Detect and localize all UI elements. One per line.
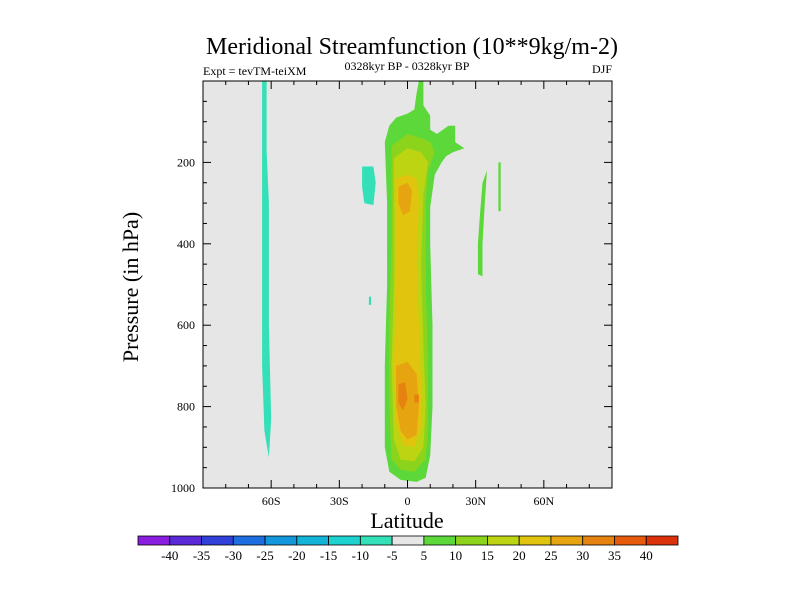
colorbar xyxy=(137,535,679,546)
colorbar-swatch xyxy=(614,535,647,546)
y-tick-label: 800 xyxy=(177,400,195,414)
colorbar-label: 5 xyxy=(421,548,428,563)
colorbar-swatch xyxy=(359,535,393,546)
colorbar-swatch xyxy=(328,535,361,546)
contour-layer xyxy=(262,81,501,482)
colorbar-swatch xyxy=(645,535,679,546)
contour-region-12 xyxy=(398,382,408,411)
colorbar-swatch xyxy=(550,535,584,546)
x-axis-label: Latitude xyxy=(370,508,443,533)
colorbar-label: -10 xyxy=(352,548,369,563)
y-axis-label: Pressure (in hPa) xyxy=(118,212,143,362)
contour-region-2 xyxy=(362,166,376,206)
time-label: 0328kyr BP - 0328kyr BP xyxy=(345,59,470,73)
x-tick-label: 30S xyxy=(330,494,349,508)
experiment-label: Expt = tevTM-teiXM xyxy=(203,64,307,78)
colorbar-swatch xyxy=(264,535,298,546)
colorbar-swatch xyxy=(582,535,615,546)
colorbar-label: -40 xyxy=(161,548,178,563)
season-label: DJF xyxy=(592,62,612,76)
colorbar-label: 15 xyxy=(481,548,494,563)
colorbar-label: -5 xyxy=(387,548,398,563)
colorbar-swatch xyxy=(169,535,202,546)
colorbar-swatch xyxy=(391,535,425,546)
colorbar-swatch xyxy=(137,535,171,546)
colorbar-swatch xyxy=(423,535,457,546)
colorbar-label: -35 xyxy=(193,548,210,563)
x-axis: 60S 30S 0 30N 60N xyxy=(202,81,613,508)
colorbar-swatch xyxy=(455,535,488,546)
contour-region-6 xyxy=(498,162,501,212)
colorbar-labels: -40 -35 -30 -25 -20 -15 -10 -5 5 10 15 20 25 30 35 40 xyxy=(161,548,653,563)
colorbar-swatch xyxy=(201,535,234,546)
y-tick-label: 400 xyxy=(177,237,195,251)
contour-region-13 xyxy=(414,394,419,403)
colorbar-label: -25 xyxy=(256,548,273,563)
y-tick-label: 600 xyxy=(177,318,195,332)
y-tick-label: 200 xyxy=(177,155,195,169)
colorbar-label: 10 xyxy=(449,548,462,563)
y-axis: 200 400 600 800 1000 xyxy=(171,80,612,495)
colorbar-label: -20 xyxy=(288,548,305,563)
contour-region-1 xyxy=(262,81,272,458)
contour-region-3 xyxy=(368,296,372,305)
x-tick-label: 30N xyxy=(465,494,486,508)
colorbar-swatch xyxy=(232,535,266,546)
x-tick-label: 60S xyxy=(262,494,281,508)
colorbar-label: 20 xyxy=(513,548,526,563)
x-tick-label: 60N xyxy=(533,494,554,508)
chart-title: Meridional Streamfunction (10**9kg/m-2) xyxy=(206,34,618,60)
colorbar-swatch xyxy=(518,535,552,546)
colorbar-label: -15 xyxy=(320,548,337,563)
colorbar-label: 40 xyxy=(640,548,653,563)
y-tick-label: 1000 xyxy=(171,481,195,495)
contour-region-5 xyxy=(477,170,487,277)
colorbar-swatch xyxy=(296,535,329,546)
colorbar-label: 25 xyxy=(544,548,557,563)
colorbar-swatch xyxy=(487,535,520,546)
colorbar-label: -30 xyxy=(225,548,242,563)
contour-region-11 xyxy=(396,361,419,440)
colorbar-label: 30 xyxy=(576,548,589,563)
contour-region-10 xyxy=(398,182,412,216)
colorbar-label: 35 xyxy=(608,548,621,563)
x-tick-label: 0 xyxy=(405,494,411,508)
